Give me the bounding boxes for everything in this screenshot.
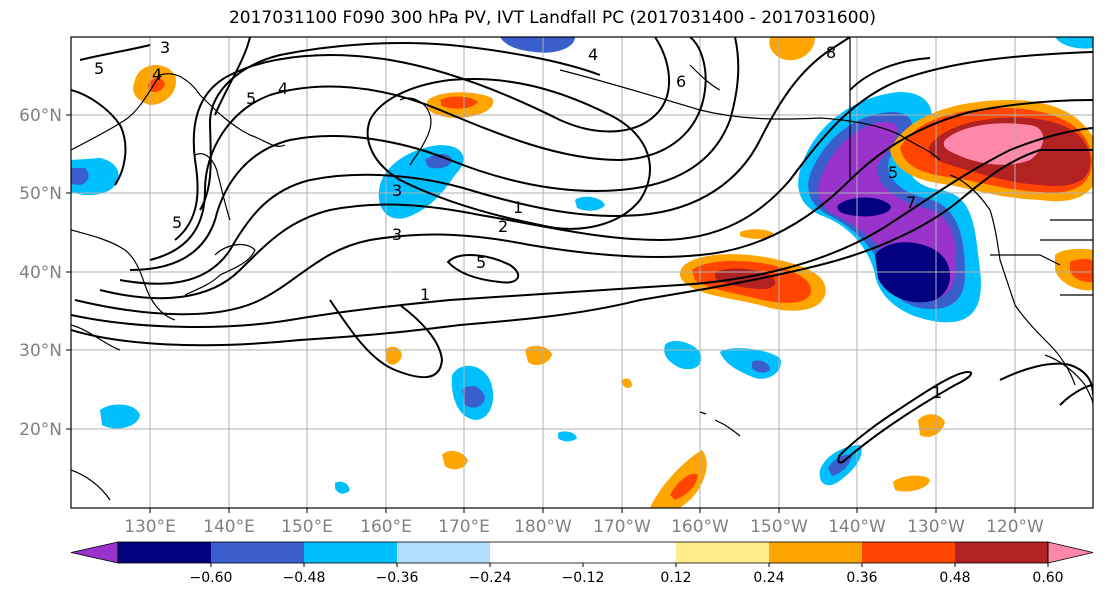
lon-tick-label: 120°W: [986, 517, 1044, 537]
colorbar-segment: [769, 542, 863, 563]
colorbar-label: −0.36: [376, 570, 419, 586]
lat-tick-label: 30°N: [19, 341, 62, 361]
contour-label: 5: [476, 253, 486, 272]
contour-label: 5: [94, 59, 104, 78]
gridlines: [71, 37, 1093, 508]
shade-small-6-core: [752, 360, 770, 373]
shade-small-16: [650, 450, 707, 508]
contour-label: 1: [420, 285, 430, 304]
colorbar-label: −0.24: [469, 570, 512, 586]
shade-small-10: [558, 431, 577, 442]
colorbar-label: −0.48: [283, 570, 326, 586]
colorbar-extend-min: [70, 541, 119, 564]
colorbar-label: 0.12: [660, 570, 691, 586]
coastlines: [71, 37, 1093, 501]
contour-label: 4: [588, 45, 598, 64]
shade-neg-west-core: [71, 168, 89, 185]
colorbar-segment: [862, 542, 956, 563]
lon-tick-label: 170°W: [593, 517, 651, 537]
lon-tick-label: 180°W: [514, 517, 572, 537]
shade-top-1: [500, 37, 575, 53]
shade-small-12: [335, 481, 350, 494]
shade-small-11: [442, 450, 468, 470]
shade-small-2: [575, 196, 605, 211]
lat-tick-label: 20°N: [19, 420, 62, 440]
shade-small-9: [100, 404, 140, 429]
contour-label: 4: [278, 79, 288, 98]
colorbar-segment: [676, 542, 770, 563]
lon-tick-label: 150°W: [750, 517, 808, 537]
lon-tick-label: 140°E: [203, 517, 255, 537]
lon-tick-label: 170°E: [438, 517, 490, 537]
contour-label: 4: [152, 65, 162, 84]
shade-small-14: [893, 475, 930, 492]
shade-small-13: [918, 414, 945, 437]
shade-top-2: [769, 37, 815, 61]
contour-label: 3: [392, 181, 402, 200]
lon-tick-label: 150°E: [281, 517, 333, 537]
colorbar-segment: [583, 542, 677, 563]
shading-layer: [71, 37, 1093, 508]
shade-pos-bering-core: [440, 96, 478, 109]
shade-small-4: [385, 346, 402, 365]
colorbar-extend-max: [1047, 541, 1094, 564]
contour-label: 1: [513, 198, 523, 217]
lon-tick-label: 130°W: [907, 517, 965, 537]
contour-label: 2: [498, 217, 508, 236]
shade-small-7-core: [462, 386, 485, 408]
colorbar-label: 0.60: [1032, 570, 1063, 586]
shade-pos-small-1: [740, 229, 775, 239]
shade-top-3: [1055, 37, 1093, 49]
shade-neg-east-deep2: [837, 197, 891, 217]
contour-label: 5: [172, 213, 182, 232]
pv-contours: [71, 37, 1093, 464]
contour-label: 3: [392, 225, 402, 244]
colorbar-segment: [211, 542, 305, 563]
colorbar-segment: [490, 542, 584, 563]
colorbar-segment: [118, 542, 212, 563]
shade-small-3: [525, 345, 552, 366]
colorbar-label: 0.24: [753, 570, 784, 586]
colorbar-label: −0.60: [190, 570, 233, 586]
colorbar-segment: [955, 542, 1049, 563]
shade-pos-ne-pink: [943, 123, 1044, 165]
lon-labels: 130°E 140°E 150°E 160°E 170°E 180°W 170°…: [124, 517, 1044, 537]
contour-label: 3: [160, 38, 170, 57]
lat-labels: 60°N 50°N 40°N 30°N 20°N: [19, 106, 62, 440]
colorbar-label: 0.48: [939, 570, 970, 586]
contour-label: 6: [676, 72, 686, 91]
colorbar: −0.60 −0.48 −0.36 −0.24 −0.12 0.12 0.24 0.36 0.4…: [70, 541, 1094, 586]
shade-pos-nw-core: [148, 78, 165, 92]
lon-tick-label: 140°W: [828, 517, 886, 537]
contour-label: 1: [932, 383, 942, 402]
lon-tick-label: 130°E: [124, 517, 176, 537]
colorbar-label: −0.12: [562, 570, 605, 586]
colorbar-label: 0.36: [846, 570, 877, 586]
shade-small-17-core: [1070, 259, 1093, 283]
contour-label: 7: [906, 193, 916, 212]
lat-tick-label: 60°N: [19, 106, 62, 126]
shade-small-16-core: [670, 473, 698, 500]
map-title: 2017031100 F090 300 hPa PV, IVT Landfall…: [228, 8, 876, 28]
contour-label: 5: [888, 163, 898, 182]
shade-small-8: [622, 378, 632, 388]
contour-label: 8: [826, 43, 836, 62]
tick-marks: [66, 114, 1016, 513]
colorbar-segment: [397, 542, 491, 563]
lat-tick-label: 50°N: [19, 184, 62, 204]
contour-label: 5: [246, 89, 256, 108]
shade-small-5: [664, 340, 702, 370]
colorbar-segment: [304, 542, 398, 563]
contour-labels: 3 5 4 5 4 8 6 1 2 3 5 5 1 5 1 7 3 4: [94, 38, 942, 402]
lat-tick-label: 40°N: [19, 263, 62, 283]
lon-tick-label: 160°E: [360, 517, 412, 537]
shade-neg-west: [71, 158, 119, 196]
lon-tick-label: 160°W: [671, 517, 729, 537]
